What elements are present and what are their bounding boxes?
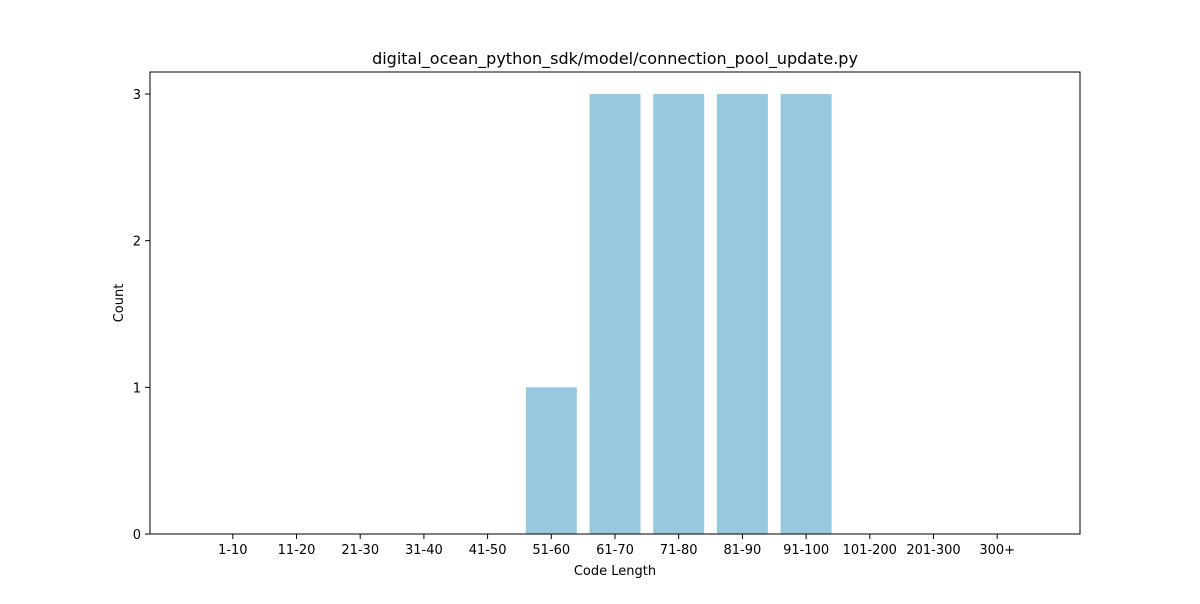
x-axis-ticks: 1-10 11-20 21-30 31-40 41-50 51-60 61-70 71-80 8… <box>218 534 1015 558</box>
x-tick-label: 101-200 <box>843 543 897 558</box>
y-tick-label: 3 <box>133 88 141 103</box>
x-tick-label: 300+ <box>979 543 1015 558</box>
bar-81-90 <box>716 94 768 534</box>
x-axis-label: Code Length <box>574 564 656 579</box>
bar-71-80 <box>653 94 705 534</box>
x-tick-label: 51-60 <box>532 543 570 558</box>
x-tick-label: 61-70 <box>596 543 634 558</box>
y-tick-label: 0 <box>133 528 141 543</box>
plot-frame <box>149 71 1081 535</box>
x-tick-label: 1-10 <box>218 543 248 558</box>
bar-51-60 <box>525 387 577 534</box>
chart-title: digital_ocean_python_sdk/model/connectio… <box>372 49 858 69</box>
y-axis-ticks: 0 1 2 3 <box>133 88 150 543</box>
x-tick-label: 91-100 <box>783 543 829 558</box>
y-tick-label: 1 <box>133 381 141 396</box>
x-tick-label: 201-300 <box>906 543 960 558</box>
bars-group <box>525 94 832 534</box>
x-tick-label: 31-40 <box>405 543 443 558</box>
bar-91-100 <box>780 94 832 534</box>
y-tick-label: 2 <box>133 235 141 250</box>
x-tick-label: 21-30 <box>341 543 379 558</box>
x-tick-label: 41-50 <box>469 543 507 558</box>
y-axis-label: Count <box>112 284 127 323</box>
x-tick-label: 81-90 <box>724 543 762 558</box>
x-tick-label: 71-80 <box>660 543 698 558</box>
bar-61-70 <box>589 94 641 534</box>
x-tick-label: 11-20 <box>278 543 316 558</box>
